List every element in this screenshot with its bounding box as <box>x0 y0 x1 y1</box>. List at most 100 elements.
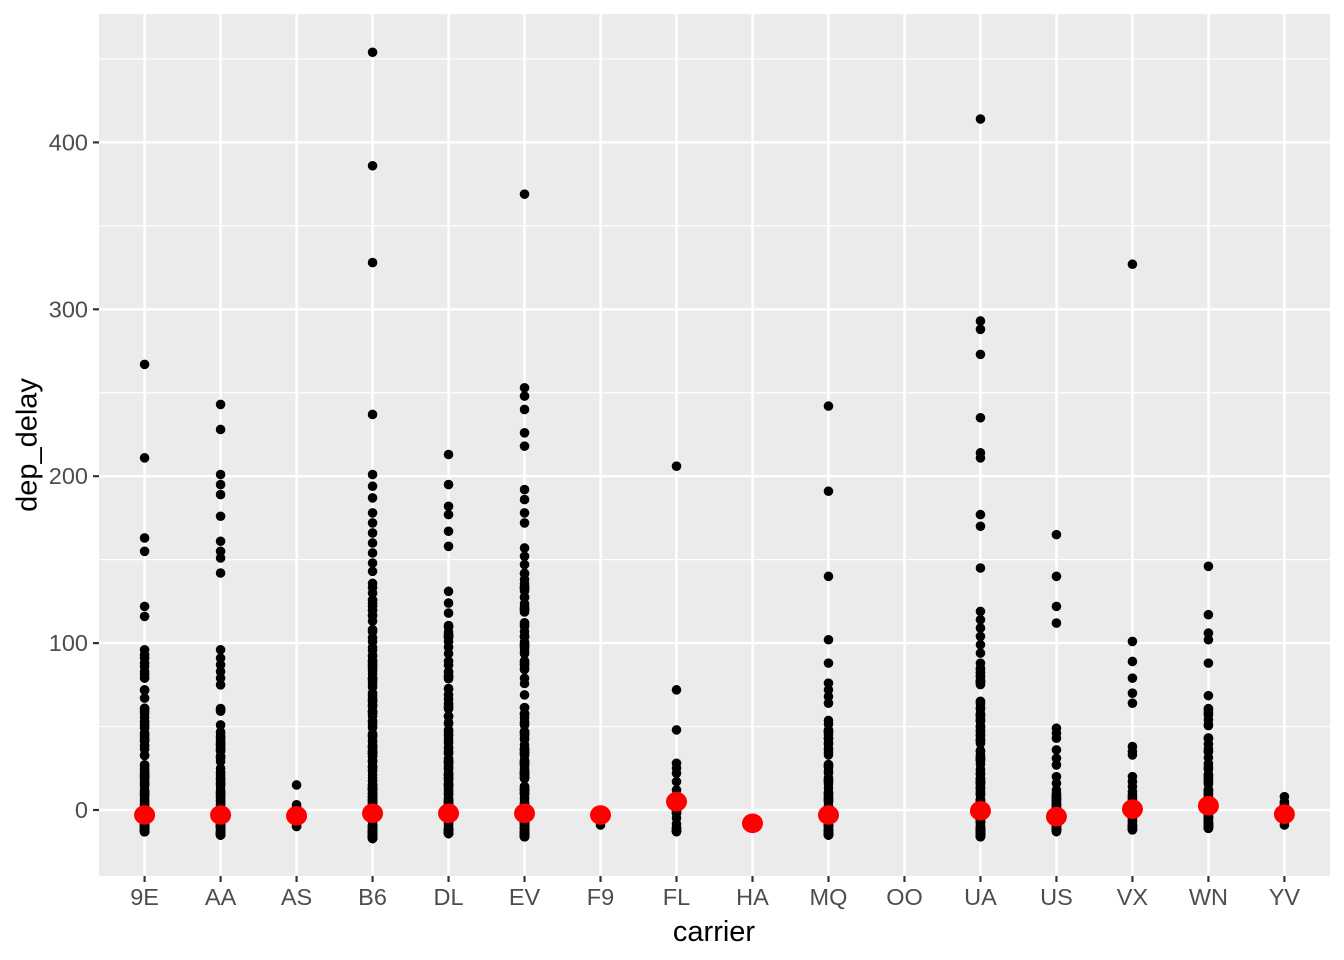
data-point <box>367 776 378 787</box>
data-point <box>215 744 226 755</box>
data-point <box>1203 634 1214 645</box>
data-point <box>823 738 834 748</box>
data-point <box>139 611 150 622</box>
x-tick-label: YV <box>1269 884 1301 910</box>
data-point <box>519 601 530 612</box>
data-point <box>671 461 682 471</box>
data-point <box>975 631 986 642</box>
data-point <box>975 639 986 650</box>
data-point <box>215 424 226 435</box>
x-tick-label: DL <box>434 884 464 910</box>
data-point <box>291 780 302 790</box>
median-point <box>1197 796 1219 816</box>
data-point <box>1051 760 1062 770</box>
data-point <box>367 528 378 538</box>
data-point <box>823 788 834 798</box>
data-point <box>1203 609 1214 620</box>
data-point <box>1127 698 1138 708</box>
data-point <box>1203 561 1214 572</box>
data-point <box>1127 673 1138 683</box>
data-point <box>823 698 834 708</box>
data-point <box>823 571 834 582</box>
data-point <box>215 399 226 410</box>
data-point <box>139 750 150 760</box>
x-tick-label: 9E <box>130 884 159 910</box>
data-point <box>823 691 834 702</box>
data-point <box>139 789 150 800</box>
data-point <box>367 160 378 171</box>
data-point <box>519 592 530 603</box>
data-point <box>519 518 530 528</box>
data-point <box>519 631 530 642</box>
data-point <box>519 551 530 562</box>
median-point <box>286 806 308 826</box>
data-point <box>367 672 378 683</box>
data-point <box>823 685 834 695</box>
data-point <box>519 720 530 730</box>
data-point <box>519 382 530 393</box>
data-point <box>975 606 986 617</box>
y-tick-label: 200 <box>49 463 88 489</box>
data-point <box>367 538 378 548</box>
y-axis-title: dep_delay <box>11 378 44 512</box>
data-point <box>671 725 682 735</box>
data-point <box>823 762 834 772</box>
data-point <box>215 553 226 563</box>
data-point <box>519 428 530 438</box>
data-point <box>1051 618 1062 628</box>
data-point <box>215 673 226 683</box>
x-tick-label: AA <box>205 884 237 910</box>
data-point <box>519 690 530 700</box>
data-point <box>367 697 378 707</box>
data-point <box>215 511 226 522</box>
data-point <box>519 559 530 570</box>
data-point <box>519 784 530 795</box>
data-point <box>975 412 986 423</box>
data-point <box>215 653 226 663</box>
data-point <box>1203 628 1214 638</box>
data-point <box>367 47 378 58</box>
data-point <box>443 586 454 597</box>
data-point <box>215 770 226 781</box>
data-point <box>519 639 530 650</box>
y-tick-label: 100 <box>49 630 88 656</box>
data-point <box>367 757 378 768</box>
data-point <box>519 494 530 505</box>
data-point <box>367 508 378 518</box>
data-point <box>215 720 226 730</box>
data-point <box>367 566 378 577</box>
data-point <box>519 659 530 670</box>
data-point <box>1127 750 1138 760</box>
data-point <box>443 701 454 712</box>
data-point <box>215 784 226 795</box>
data-point <box>1127 789 1138 800</box>
data-point <box>443 642 454 652</box>
data-point <box>975 716 986 726</box>
data-point <box>443 449 454 460</box>
data-point <box>823 401 834 411</box>
data-point <box>367 493 378 503</box>
data-point <box>975 822 986 833</box>
data-point <box>367 624 378 635</box>
data-point <box>367 718 378 729</box>
data-point <box>215 469 226 480</box>
data-point <box>519 543 530 553</box>
data-point <box>443 667 454 677</box>
data-point <box>519 404 530 415</box>
data-point <box>519 441 530 451</box>
data-point <box>519 734 530 745</box>
data-point <box>975 316 986 326</box>
data-point <box>519 484 530 495</box>
x-tick-label: HA <box>736 884 769 910</box>
x-tick-label: VX <box>1117 884 1149 910</box>
data-point <box>215 666 226 677</box>
data-point <box>139 453 150 463</box>
data-point <box>367 481 378 492</box>
data-point <box>975 349 986 360</box>
data-point <box>1051 529 1062 540</box>
data-point <box>139 779 150 789</box>
data-point <box>215 763 226 774</box>
data-point <box>1203 720 1214 731</box>
data-point <box>443 598 454 608</box>
